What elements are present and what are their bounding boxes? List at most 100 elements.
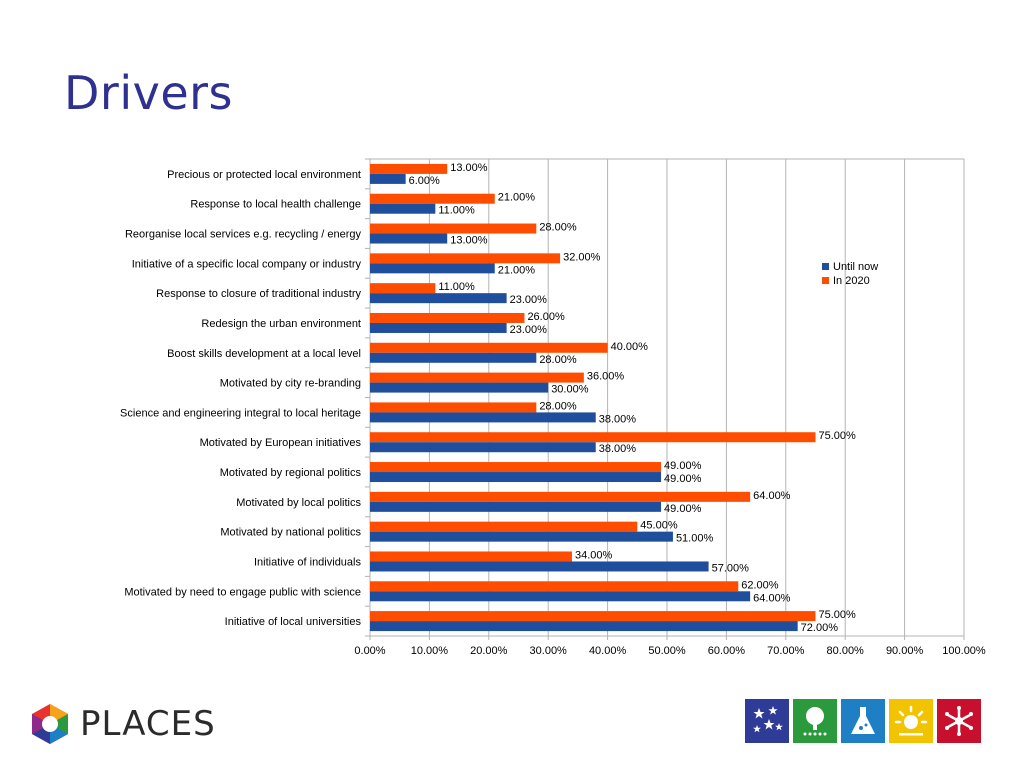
x-tick-label: 70.00% — [767, 645, 805, 657]
bar-value-label-in-2020: 49.00% — [664, 460, 702, 472]
bar-value-label-in-2020: 40.00% — [611, 341, 649, 353]
bar-until-now — [370, 621, 798, 632]
bar-value-label-until-now: 11.00% — [438, 205, 475, 217]
bar-in-2020 — [370, 521, 638, 532]
bar-value-label-until-now: 13.00% — [450, 235, 488, 247]
bar-value-label-until-now: 23.00% — [510, 324, 548, 336]
bar-value-label-in-2020: 28.00% — [539, 400, 577, 412]
x-tick-label: 90.00% — [886, 645, 924, 657]
bar-value-label-until-now: 57.00% — [712, 562, 750, 574]
x-tick-label: 50.00% — [648, 645, 686, 657]
tree-icon — [803, 707, 827, 736]
bar-in-2020 — [370, 253, 561, 264]
category-label: Motivated by national politics — [220, 527, 361, 539]
chart-bars — [370, 163, 816, 632]
bar-value-label-until-now: 49.00% — [664, 473, 702, 485]
bar-until-now — [370, 442, 596, 453]
bar-until-now — [370, 382, 549, 393]
badge-flask — [841, 699, 885, 743]
bar-value-label-in-2020: 36.00% — [587, 371, 625, 383]
bar-until-now — [370, 293, 507, 304]
bar-value-label-in-2020: 75.00% — [819, 609, 857, 621]
bar-value-label-until-now: 38.00% — [599, 443, 637, 455]
stars-icon — [753, 706, 783, 733]
category-label: Science and engineering integral to loca… — [120, 407, 361, 419]
bar-value-label-until-now: 38.00% — [599, 413, 637, 425]
bar-until-now — [370, 412, 596, 423]
category-label: Motivated by European initiatives — [200, 437, 362, 449]
drivers-bar-chart: 0.00% 10.00% 20.00% 30.00% 40.00% 50.00% 60.00… — [120, 158, 986, 657]
bar-until-now — [370, 531, 673, 542]
chart-legend: Until now In 2020 — [822, 261, 878, 287]
badge-stars — [745, 699, 789, 743]
category-label: Motivated by regional politics — [220, 467, 362, 479]
category-label: Motivated by need to engage public with … — [124, 586, 361, 598]
bar-in-2020 — [370, 283, 436, 294]
places-logo-icon — [32, 704, 68, 744]
x-tick-label: 0.00% — [354, 645, 385, 657]
bar-in-2020 — [370, 611, 816, 622]
bar-in-2020 — [370, 223, 537, 234]
bar-in-2020 — [370, 163, 448, 174]
bar-value-label-in-2020: 26.00% — [527, 311, 565, 323]
bar-until-now — [370, 501, 662, 512]
bar-in-2020 — [370, 462, 662, 473]
bar-value-label-until-now: 30.00% — [551, 384, 589, 396]
bar-value-label-until-now: 51.00% — [676, 533, 714, 545]
legend-swatch — [822, 277, 829, 284]
bar-value-label-until-now: 72.00% — [801, 622, 839, 634]
bar-value-label-in-2020: 75.00% — [819, 430, 857, 442]
x-tick-label: 80.00% — [827, 645, 865, 657]
legend-label: In 2020 — [833, 275, 870, 287]
bar-value-label-in-2020: 13.00% — [450, 162, 488, 174]
places-logo: PLACES — [28, 698, 216, 750]
bar-in-2020 — [370, 372, 584, 383]
bar-value-label-until-now: 49.00% — [664, 503, 702, 515]
bar-value-label-in-2020: 34.00% — [575, 549, 613, 561]
badge-sun — [889, 699, 933, 743]
bar-until-now — [370, 352, 537, 363]
category-label: Boost skills development at a local leve… — [167, 348, 361, 360]
slide-title: Drivers — [64, 66, 234, 120]
badge-molecule — [937, 699, 981, 743]
bar-in-2020 — [370, 402, 537, 413]
category-label: Motivated by local politics — [236, 497, 361, 509]
bar-until-now — [370, 173, 406, 184]
bar-in-2020 — [370, 342, 608, 353]
category-label: Response to closure of traditional indus… — [156, 288, 361, 300]
flask-icon — [851, 707, 875, 734]
x-tick-label: 30.00% — [530, 645, 568, 657]
bar-value-label-until-now: 64.00% — [753, 592, 791, 604]
category-label: Precious or protected local environment — [167, 169, 361, 181]
bar-until-now — [370, 472, 662, 483]
x-tick-label: 10.00% — [411, 645, 449, 657]
bar-until-now — [370, 263, 495, 274]
bar-value-label-in-2020: 62.00% — [741, 579, 779, 591]
sun-icon — [894, 705, 928, 736]
bar-in-2020 — [370, 193, 495, 204]
bar-until-now — [370, 233, 448, 244]
x-tick-label: 60.00% — [708, 645, 746, 657]
bar-value-label-in-2020: 21.00% — [498, 192, 536, 204]
theme-badges — [745, 699, 981, 743]
bar-in-2020 — [370, 432, 816, 443]
bar-in-2020 — [370, 551, 572, 562]
legend-swatch — [822, 263, 829, 270]
category-label: Motivated by city re-branding — [220, 378, 361, 390]
category-label: Initiative of local universities — [225, 616, 362, 628]
chart-labels: 0.00% 10.00% 20.00% 30.00% 40.00% 50.00% 60.00… — [120, 162, 986, 657]
legend-label: Until now — [833, 261, 878, 273]
bar-in-2020 — [370, 312, 525, 323]
molecule-icon — [945, 706, 973, 736]
category-label: Initiative of a specific local company o… — [132, 258, 362, 270]
places-logo-text: PLACES — [80, 704, 216, 744]
badge-tree — [793, 699, 837, 743]
x-tick-label: 40.00% — [589, 645, 627, 657]
bar-until-now — [370, 203, 436, 214]
bar-value-label-in-2020: 45.00% — [640, 520, 678, 532]
category-label: Initiative of individuals — [254, 556, 362, 568]
x-tick-label: 100.00% — [942, 645, 986, 657]
bar-value-label-until-now: 23.00% — [510, 294, 548, 306]
bar-until-now — [370, 561, 709, 572]
bar-in-2020 — [370, 491, 751, 502]
